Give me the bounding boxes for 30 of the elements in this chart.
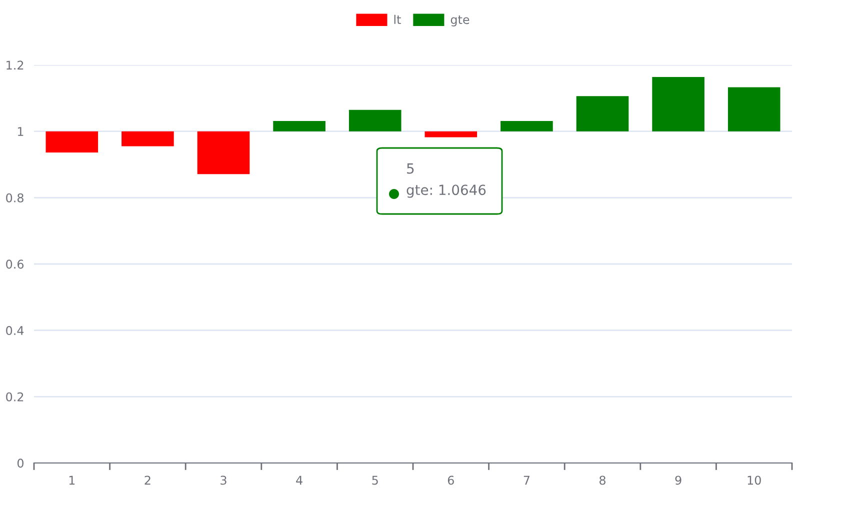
x-tick-label: 5 — [372, 476, 378, 485]
bar — [273, 121, 326, 132]
x-tick-label: 3 — [220, 476, 226, 485]
bar — [424, 131, 478, 138]
bar — [348, 110, 402, 132]
annotation: 5 gte: 1.0646 — [406, 163, 486, 198]
y-tick-label: 1 — [18, 127, 24, 136]
y-tick-label: 0.8 — [6, 193, 24, 202]
x-tick-label: 6 — [448, 476, 454, 485]
y-tick-label: 0.6 — [6, 260, 24, 269]
x-tick-label: 1 — [69, 476, 75, 485]
x-tick-label: 4 — [296, 476, 302, 485]
legend-label: gte — [450, 16, 470, 26]
x-tick-label: 8 — [600, 476, 606, 485]
bar — [500, 121, 553, 132]
x-tick-label: 10 — [748, 476, 761, 485]
legend-label: lt — [394, 14, 401, 24]
bar — [197, 131, 250, 174]
x-tick-label: 9 — [675, 476, 682, 485]
bar — [46, 131, 98, 153]
bar — [652, 76, 704, 132]
y-tick-label: 0 — [17, 458, 24, 468]
bar — [576, 96, 629, 132]
y-tick-label: 0.4 — [6, 326, 24, 336]
y-tick-label: 0.2 — [6, 392, 24, 402]
bar — [122, 131, 174, 146]
x-tick-label: 7 — [524, 476, 530, 485]
x-tick-label: 2 — [144, 476, 150, 485]
bar — [728, 87, 780, 132]
y-tick-label: 1.2 — [6, 60, 24, 70]
